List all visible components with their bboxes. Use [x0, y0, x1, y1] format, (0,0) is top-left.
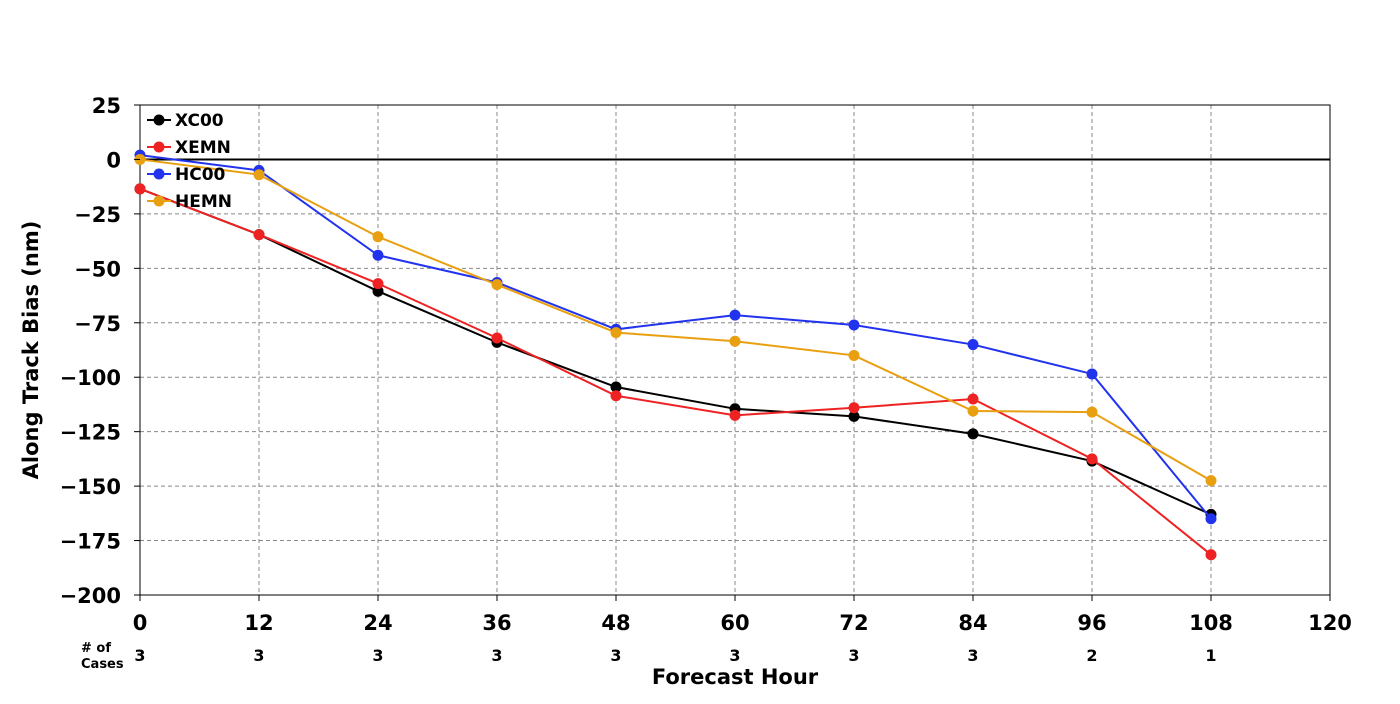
- cases-count: 3: [848, 646, 859, 665]
- legend-marker-xc00: [153, 114, 165, 126]
- y-tick-label: −25: [74, 203, 121, 227]
- x-tick-label: 120: [1308, 611, 1352, 635]
- series-xc00: [134, 183, 1217, 520]
- y-tick-label: 0: [106, 148, 121, 172]
- data-point-hc00: [1205, 513, 1217, 525]
- y-axis-title: Along Track Bias (nm): [19, 221, 43, 480]
- y-axis-ticks: 25 0 −25 −50 −75 −100 −125 −150 −175 −200: [60, 94, 140, 608]
- grid-lines: [140, 105, 1330, 595]
- data-point-xemn: [372, 278, 384, 290]
- data-point-hemn: [967, 405, 979, 417]
- cases-count: 3: [610, 646, 621, 665]
- y-tick-label: −175: [60, 530, 121, 554]
- legend: XC00 XEMN HC00 HEMN: [147, 111, 232, 212]
- legend-label-hc00: HC00: [175, 165, 226, 185]
- data-point-hemn: [253, 169, 265, 181]
- x-tick-label: 36: [482, 611, 511, 635]
- number-of-cases-row: # of Cases 3 3 3 3 3 3 3 3 2 1: [81, 641, 1217, 672]
- x-tick-label: 108: [1189, 611, 1233, 635]
- x-tick-label: 96: [1077, 611, 1106, 635]
- data-point-xemn: [491, 332, 503, 344]
- data-point-xemn: [134, 183, 146, 195]
- data-point-hemn: [491, 279, 503, 291]
- data-point-hc00: [848, 319, 860, 331]
- data-point-xemn: [848, 402, 860, 414]
- x-axis-ticks: 0 12 24 36 48 60 72 84 96 108 120: [133, 595, 1352, 635]
- x-tick-label: 72: [839, 611, 868, 635]
- data-point-hemn: [729, 335, 741, 347]
- data-point-hemn: [1205, 475, 1217, 487]
- legend-label-xemn: XEMN: [175, 138, 231, 158]
- cases-count: 2: [1086, 646, 1097, 665]
- data-point-xemn: [1086, 453, 1098, 465]
- legend-marker-xemn: [153, 141, 165, 153]
- y-tick-label: −100: [60, 366, 121, 390]
- cases-count: 3: [729, 646, 740, 665]
- cases-count: 3: [967, 646, 978, 665]
- data-point-hc00: [1086, 368, 1098, 380]
- cases-count: 3: [372, 646, 383, 665]
- legend-label-xc00: XC00: [175, 111, 224, 131]
- legend-marker-hc00: [153, 168, 165, 180]
- data-series: [134, 149, 1217, 561]
- data-point-xemn: [967, 393, 979, 405]
- x-tick-label: 24: [363, 611, 392, 635]
- data-point-xemn: [610, 390, 622, 402]
- cases-label-line1: # of: [81, 641, 111, 656]
- cases-count: 3: [253, 646, 264, 665]
- y-tick-label: −150: [60, 475, 121, 499]
- data-point-hc00: [729, 309, 741, 321]
- x-tick-label: 12: [244, 611, 273, 635]
- x-tick-label: 60: [720, 611, 749, 635]
- x-axis-title: Forecast Hour: [652, 665, 819, 689]
- data-point-hemn: [372, 231, 384, 243]
- data-point-xc00: [848, 410, 860, 422]
- cases-label-line2: Cases: [81, 657, 124, 672]
- data-point-xemn: [253, 229, 265, 241]
- x-tick-label: 0: [133, 611, 148, 635]
- data-point-xc00: [610, 381, 622, 393]
- cases-count: 3: [491, 646, 502, 665]
- data-point-hemn: [848, 349, 860, 361]
- data-point-xc00: [372, 285, 384, 297]
- data-point-hc00: [372, 249, 384, 261]
- y-tick-label: −200: [60, 584, 121, 608]
- cases-count: 1: [1205, 646, 1216, 665]
- cases-count: 3: [134, 646, 145, 665]
- data-point-hemn: [1086, 406, 1098, 418]
- data-point-xemn: [729, 409, 741, 421]
- series-line-xemn: [139, 187, 1212, 556]
- legend-label-hemn: HEMN: [175, 192, 232, 212]
- legend-marker-hemn: [153, 195, 165, 207]
- y-tick-label: −50: [74, 257, 121, 281]
- x-tick-label: 84: [958, 611, 987, 635]
- series-line-hc00: [139, 154, 1212, 520]
- series-line-xc00: [139, 187, 1212, 516]
- data-point-xc00: [967, 428, 979, 440]
- data-point-hc00: [967, 339, 979, 351]
- series-hemn: [134, 153, 1217, 487]
- x-tick-label: 48: [601, 611, 630, 635]
- series-xemn: [134, 183, 1217, 561]
- data-point-xemn: [1205, 549, 1217, 561]
- y-tick-label: 25: [92, 94, 121, 118]
- data-point-hemn: [610, 327, 622, 339]
- y-tick-label: −75: [74, 312, 121, 336]
- series-line-hemn: [139, 158, 1212, 482]
- y-tick-label: −125: [60, 421, 121, 445]
